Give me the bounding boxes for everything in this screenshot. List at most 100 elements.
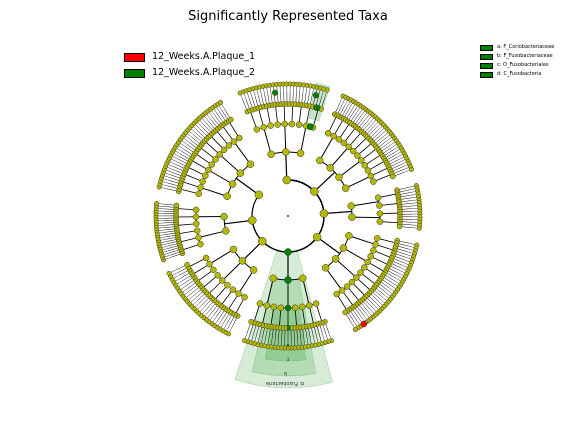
class-node — [326, 164, 334, 172]
family-branch — [209, 135, 225, 151]
class-branch — [343, 247, 368, 263]
species-node — [324, 87, 330, 93]
family-node — [338, 287, 346, 294]
family-branch — [375, 244, 395, 251]
family-node — [376, 210, 384, 217]
root-arc — [287, 179, 325, 238]
green-leaf-node — [271, 89, 279, 96]
species-node — [218, 100, 224, 105]
family-branch — [378, 193, 398, 199]
family-branch — [346, 286, 361, 303]
class-branch — [329, 146, 350, 169]
family-branch — [202, 275, 218, 289]
clade-label-outer: d: Fusobacteria — [266, 380, 304, 386]
family-node — [354, 152, 361, 159]
clade-swatch — [480, 45, 493, 51]
class-node — [339, 244, 348, 252]
class-node — [296, 149, 305, 157]
family-node — [357, 269, 364, 276]
root-node — [286, 214, 290, 218]
class-branch — [233, 141, 251, 165]
class-branch — [348, 235, 376, 245]
class-branch — [351, 201, 379, 207]
family-node — [348, 278, 356, 286]
family-node — [357, 157, 365, 164]
coriobacteriaceae-species-node — [312, 92, 319, 99]
family-branch — [181, 181, 201, 188]
clade-legend-label: b: F_Fusobacteriaceae — [497, 53, 553, 59]
family-node — [333, 290, 341, 298]
class-branch — [200, 187, 228, 197]
family-branch — [176, 223, 197, 226]
family-node — [312, 300, 320, 307]
root-arc — [287, 179, 325, 253]
family-branch — [221, 125, 235, 142]
family-node — [345, 143, 352, 151]
phylum-node — [254, 190, 264, 200]
family-node — [208, 161, 215, 168]
class-branch — [209, 249, 234, 265]
family-branch — [213, 284, 228, 301]
class-branch — [319, 135, 335, 161]
family-node — [220, 146, 228, 154]
clade-label-c: c — [286, 356, 289, 362]
family-node — [195, 190, 202, 197]
species-node — [166, 270, 172, 276]
family-branch — [176, 208, 197, 211]
clade-legend: a: F_Coriobacteriaceae b: F_Fusobacteria… — [480, 44, 570, 81]
family-branch — [352, 136, 368, 152]
family-branch — [305, 106, 311, 126]
family-node — [361, 264, 368, 271]
family-node — [202, 172, 209, 179]
phylum-branch — [224, 219, 253, 225]
family-node — [274, 121, 281, 128]
family-branch — [294, 307, 298, 328]
family-branch — [341, 290, 355, 307]
family-node — [370, 178, 377, 185]
class-branch — [266, 278, 274, 306]
family-node — [291, 304, 299, 311]
class-branch — [300, 125, 307, 154]
family-branch — [367, 160, 386, 171]
family-branch — [357, 142, 373, 156]
family-branch — [204, 140, 220, 155]
family-node — [376, 202, 383, 209]
phylum-node — [319, 209, 329, 218]
family-node — [195, 234, 202, 241]
family-node — [235, 134, 243, 142]
family-branch — [315, 303, 323, 323]
species-node — [242, 338, 247, 344]
coriobacteriaceae-node — [306, 123, 314, 131]
family-node — [197, 240, 204, 248]
clade-swatch — [480, 63, 493, 69]
family-branch — [194, 153, 212, 165]
family-branch — [207, 280, 223, 295]
class-node — [348, 213, 356, 221]
family-node — [230, 138, 238, 145]
family-branch — [227, 293, 239, 311]
species-node — [352, 327, 358, 332]
family-node — [364, 167, 372, 174]
class-node — [229, 245, 238, 254]
family-node — [270, 303, 278, 311]
family-branch — [351, 281, 367, 297]
family-node — [324, 130, 332, 137]
family-branch — [327, 115, 338, 134]
family-branch — [184, 173, 203, 182]
family-node — [374, 194, 382, 201]
family-branch — [278, 307, 282, 328]
family-node — [224, 282, 231, 289]
clade-letter-labels: c b a d: Fusobacteria — [266, 342, 304, 386]
family-node — [367, 253, 374, 260]
genus-node — [248, 318, 254, 325]
clade-label-a: a — [286, 342, 289, 348]
phylum-node — [258, 236, 267, 246]
chart-title: Significantly Represented Taxa — [188, 9, 388, 24]
family-branch — [373, 250, 392, 259]
class-branch — [284, 124, 287, 153]
family-branch — [177, 230, 198, 235]
clade-swatch — [480, 54, 493, 60]
family-branch — [220, 289, 234, 306]
species-node — [409, 167, 414, 172]
